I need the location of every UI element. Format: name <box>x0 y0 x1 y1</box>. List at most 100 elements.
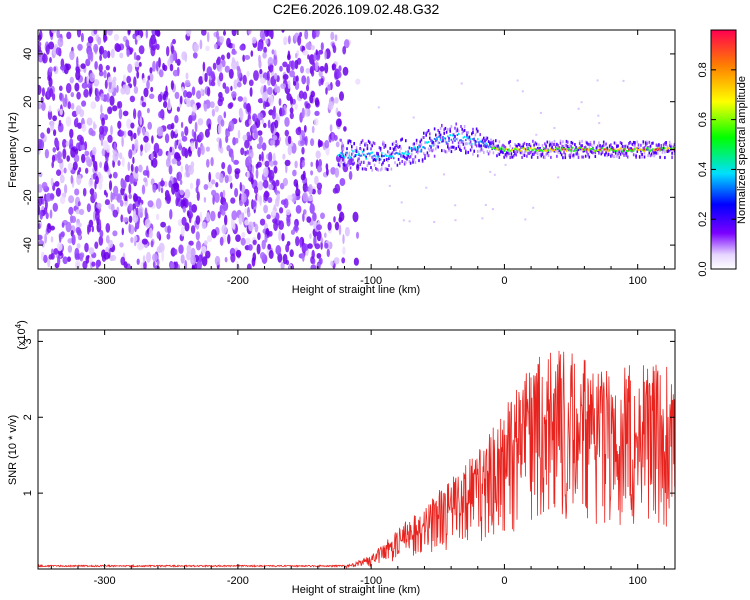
spectrogram-noise-cell <box>524 218 527 221</box>
spectrogram-noise-cell <box>93 43 99 53</box>
spectrogram-track-core <box>360 154 363 157</box>
spectrogram-track-cell <box>545 146 547 150</box>
spectrogram-track-cell <box>348 159 351 163</box>
spectrogram-noise-cell <box>232 221 236 230</box>
spectrogram-track-cell <box>454 135 456 138</box>
spectrogram-track-cell <box>391 142 394 146</box>
spectrogram-track-core <box>437 136 439 138</box>
spectrogram-track-core <box>351 152 353 155</box>
spectrogram-noise-cell <box>337 203 342 212</box>
spectrogram-track-core <box>454 139 456 142</box>
spectrogram-noise-cell <box>53 248 59 255</box>
spectrogram-noise-cell <box>330 31 335 41</box>
spectrogram-track-cell <box>414 160 417 164</box>
spectrogram-noise-cell <box>305 196 309 202</box>
spectrogram-track-cell <box>550 142 552 146</box>
spectrogram-noise-cell <box>233 79 238 90</box>
spectrogram-track-cell <box>546 140 549 144</box>
spectrogram-track-core <box>661 147 664 150</box>
spectrogram-track-cell <box>359 147 361 150</box>
spectrogram-track-cell <box>536 155 539 159</box>
spectrogram-track-cell <box>550 149 552 153</box>
spectrogram-noise-cell <box>185 30 192 37</box>
spectrogram-track-cell <box>502 151 504 155</box>
spectrogram-track-core <box>523 147 526 150</box>
spectrogram-noise-cell <box>170 52 174 64</box>
spectrogram-track-cell <box>501 150 503 154</box>
spectrogram-noise-cell <box>271 111 276 120</box>
spectrogram-noise-cell <box>190 255 197 266</box>
spectrogram-track-cell <box>467 150 469 154</box>
spectrogram-noise-cell <box>338 224 342 236</box>
spectrogram-noise-cell <box>180 226 185 237</box>
spectrogram-noise-cell <box>158 57 161 68</box>
spectrogram-noise-cell <box>284 117 290 127</box>
spectrogram-track-core <box>596 149 599 152</box>
spectrogram-track-core <box>379 158 382 161</box>
spectrogram-noise-cell <box>87 224 90 235</box>
spectrogram-track-cell <box>399 144 401 148</box>
spectrogram-noise-cell <box>110 48 115 59</box>
spectrogram-noise-cell <box>315 49 318 56</box>
spectrogram-track-core <box>606 149 609 152</box>
spectrogram-track-core <box>624 147 627 150</box>
spectrogram-track-cell <box>665 143 667 147</box>
colorbar: 0.00.20.40.60.8 Normalized spectral ampl… <box>697 29 748 277</box>
spectrogram-noise-cell <box>331 63 337 71</box>
spectrogram-track-core <box>435 140 437 143</box>
spectrogram-track-cell <box>659 147 661 151</box>
spectrogram-track-cell <box>648 145 651 149</box>
spectrogram-track-core <box>377 155 379 158</box>
spectrogram-noise-cell <box>41 102 46 111</box>
spectrogram-noise-cell <box>256 161 262 168</box>
spectrogram-track-cell <box>620 142 623 146</box>
spectrogram-track-core <box>583 148 586 151</box>
spectrogram-track-core <box>485 142 487 145</box>
spectrogram-track-cell <box>593 142 595 146</box>
spectrogram-track-core <box>369 152 371 155</box>
spectrogram-track-cell <box>426 153 429 157</box>
spectrogram-track-cell <box>403 160 406 164</box>
spectrogram-noise-cell <box>301 107 305 119</box>
spectrogram-noise-cell <box>206 86 211 97</box>
spectrogram-noise-cell <box>74 253 81 261</box>
spectrogram-noise-cell <box>79 109 85 118</box>
spectrogram-track-cell <box>620 145 623 149</box>
spectrogram-noise-cell <box>176 160 182 167</box>
spectrogram-track-core <box>456 134 459 136</box>
spectrogram-track-core <box>522 147 525 150</box>
spectrogram-noise-cell <box>295 205 302 214</box>
spectrogram-noise-cell <box>93 30 98 35</box>
spectrogram-track-cell <box>673 149 675 153</box>
spectrogram-noise-cell <box>231 91 237 98</box>
spectrogram-track-cell <box>460 140 462 144</box>
spectrogram-track-cell <box>453 133 455 137</box>
spectrogram-track-cell <box>516 145 519 148</box>
spectrogram-track-cell <box>352 162 354 166</box>
spectrogram-noise-cell <box>144 207 148 219</box>
spectrogram-noise-cell <box>256 243 261 255</box>
spectrogram-track-core <box>475 140 478 143</box>
spectrogram-track-core <box>667 147 670 150</box>
spectrogram-track-core <box>634 148 636 151</box>
spectrogram-noise-cell <box>154 264 160 269</box>
spectrogram-track-cell <box>655 151 658 155</box>
spectrogram-noise-cell <box>127 161 131 172</box>
spectrogram-noise-cell <box>244 150 247 157</box>
spectrogram-track-cell <box>668 144 671 148</box>
spectrogram-noise-cell <box>77 43 83 51</box>
spectrogram-track-cell <box>619 152 622 156</box>
spectrogram-noise-cell <box>59 174 65 184</box>
spectrogram-track-cell <box>520 150 522 154</box>
spectrogram-track-cell <box>477 154 479 158</box>
spectrogram-noise-cell <box>121 156 125 167</box>
spectrogram-track-cell <box>617 144 619 148</box>
spectrogram-track-core <box>408 152 411 155</box>
spectrogram-track-cell <box>664 156 666 160</box>
spectrogram-noise-cell <box>305 67 311 74</box>
spectrogram-track-cell <box>395 140 397 144</box>
spectrogram-noise-cell <box>271 209 276 216</box>
spectrogram-noise-cell <box>166 46 170 57</box>
spectrogram-noise-cell <box>169 63 174 72</box>
spectrogram-track-cell <box>429 149 431 153</box>
